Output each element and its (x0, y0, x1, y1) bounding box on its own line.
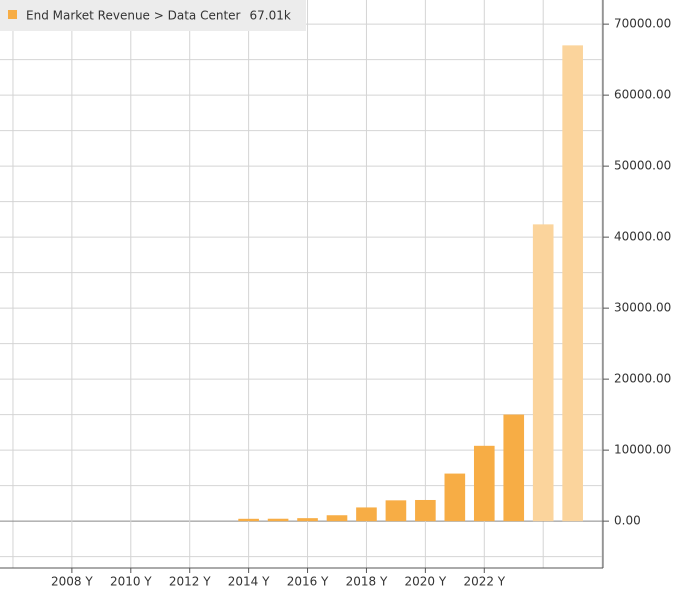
bar (473, 445, 495, 522)
x-tick-label: 2020 Y (405, 575, 447, 589)
bar (444, 473, 466, 522)
x-tick-label: 2012 Y (169, 575, 211, 589)
y-tick-label: 60000.00 (614, 88, 671, 102)
y-tick-label: 40000.00 (614, 230, 671, 244)
bar (238, 518, 259, 522)
bar (385, 500, 407, 522)
y-tick-label: 30000.00 (614, 301, 671, 315)
y-tick-label: 20000.00 (614, 372, 671, 386)
x-tick-label: 2008 Y (51, 575, 93, 589)
legend-value: 67.01k (249, 9, 290, 23)
y-tick-label: 70000.00 (614, 17, 671, 31)
x-tick-label: 2018 Y (346, 575, 388, 589)
y-tick-label: 0.00 (614, 514, 641, 528)
x-tick-label: 2010 Y (110, 575, 152, 589)
bar (356, 507, 377, 522)
legend-label: End Market Revenue > Data Center (26, 9, 241, 23)
x-tick-label: 2022 Y (463, 575, 505, 589)
bar (415, 499, 436, 522)
x-tick-label: 2016 Y (287, 575, 329, 589)
bar (297, 518, 318, 522)
bar (267, 518, 289, 522)
bar (503, 414, 525, 522)
bar (532, 224, 554, 522)
x-tick-label: 2014 Y (228, 575, 270, 589)
bar (326, 515, 348, 522)
legend-swatch (8, 10, 17, 19)
legend-box (0, 0, 306, 31)
y-tick-label: 10000.00 (614, 443, 671, 457)
bar (562, 45, 583, 522)
y-tick-label: 50000.00 (614, 159, 671, 173)
